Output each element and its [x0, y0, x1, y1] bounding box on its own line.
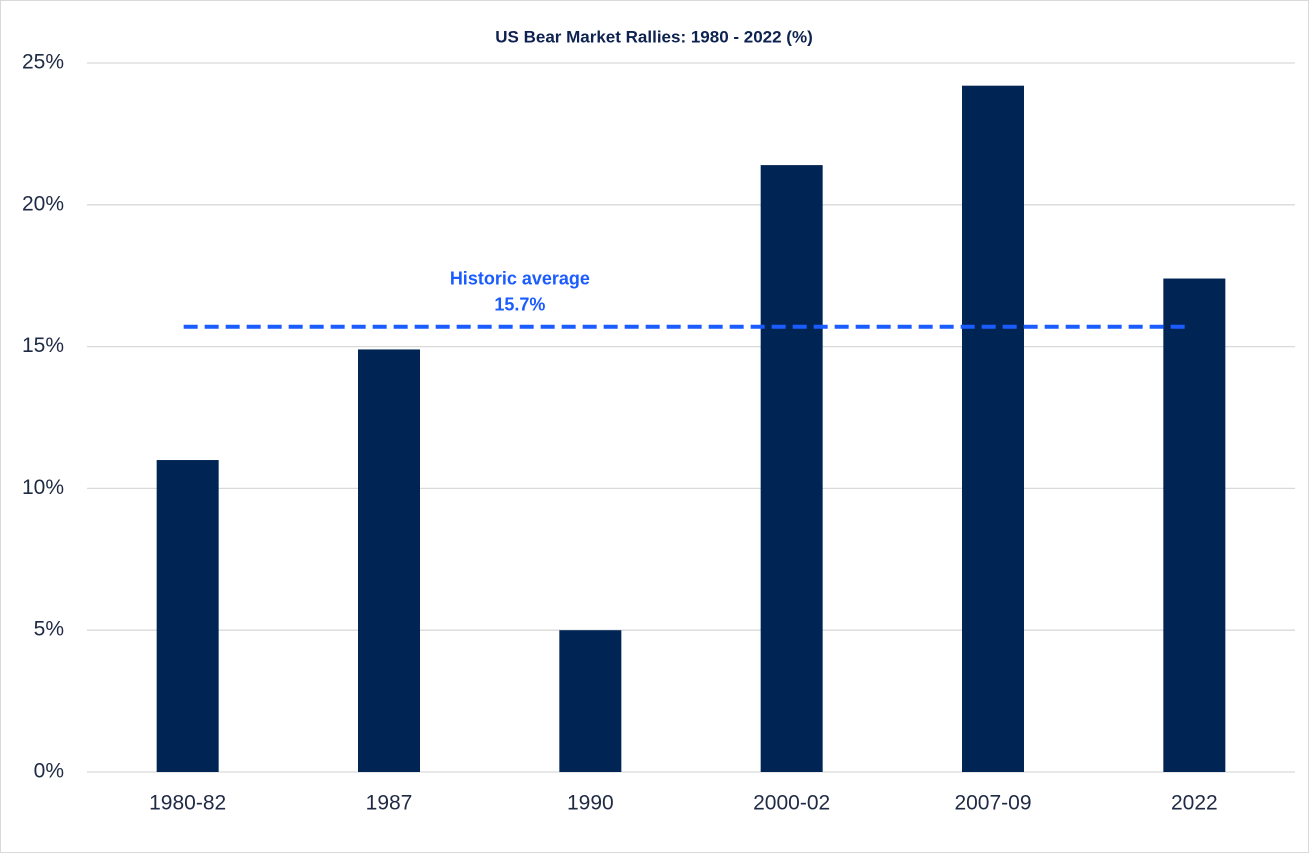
x-tick-label: 2000-02 — [753, 792, 830, 815]
x-tick-label: 2007-09 — [954, 792, 1031, 815]
x-tick-label: 1980-82 — [149, 792, 226, 815]
bar — [559, 630, 622, 772]
y-tick-label: 10% — [22, 476, 64, 499]
bar — [358, 349, 420, 772]
x-tick-label: 1990 — [567, 792, 614, 815]
chart-title: US Bear Market Rallies: 1980 - 2022 (%) — [495, 27, 813, 46]
y-tick-label: 20% — [22, 192, 64, 215]
bar — [1163, 278, 1226, 772]
bar — [760, 165, 823, 772]
average-label: Historic average — [450, 268, 590, 288]
y-tick-label: 25% — [22, 51, 64, 74]
x-tick-label: 2022 — [1171, 792, 1218, 815]
y-tick-label: 15% — [22, 334, 64, 357]
y-tick-label: 5% — [34, 618, 64, 641]
bar — [962, 85, 1024, 773]
bar — [156, 460, 219, 772]
y-tick-label: 0% — [34, 760, 64, 783]
average-value-label: 15.7% — [494, 294, 545, 314]
x-tick-label: 1987 — [366, 792, 413, 815]
